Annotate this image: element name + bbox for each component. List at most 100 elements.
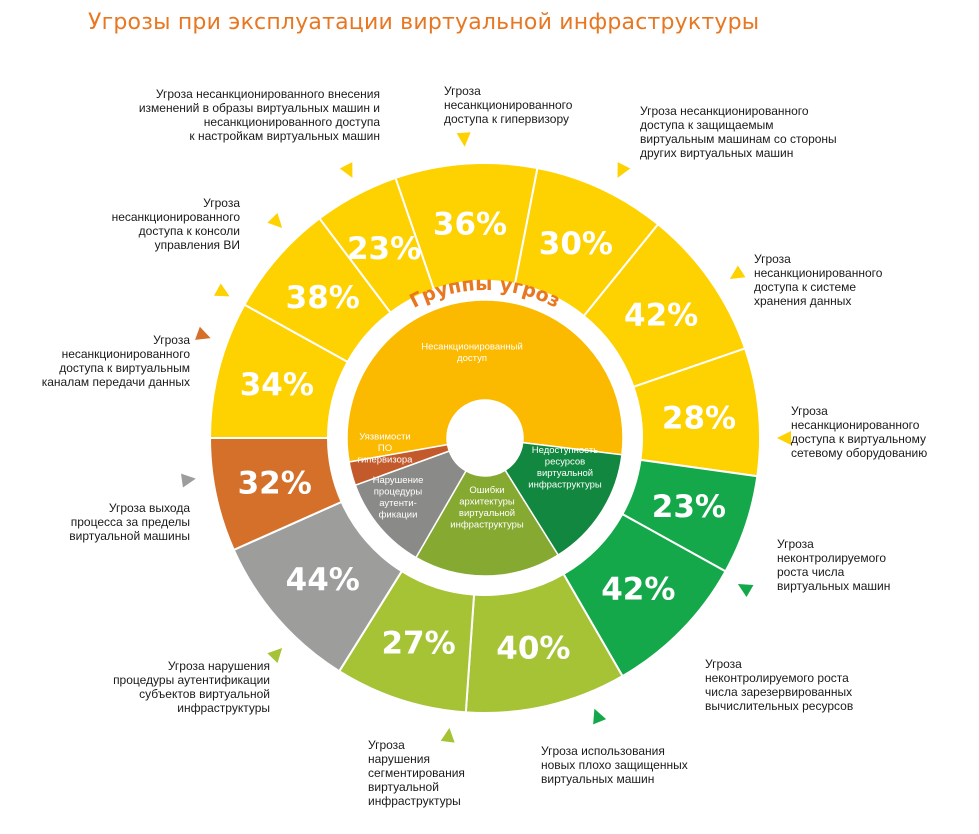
callout-line: инфраструктуры [177, 701, 270, 715]
page-title: Угрозы при эксплуатации виртуальной инфр… [88, 10, 760, 35]
pointer-arrow [729, 265, 746, 279]
callout-line: несанкционированного [754, 266, 883, 280]
callout-line: Угроза нарушения [167, 659, 270, 673]
callout-line: несанкционированного [111, 210, 240, 224]
callout-line: неконтролируемого [777, 551, 887, 565]
threat-callout: Угроза использования новых плохо защищенн… [541, 744, 688, 786]
callout-line: новых плохо защищенных [541, 758, 688, 772]
pointer-arrow [737, 584, 754, 598]
segment-percent-label: 34% [240, 367, 314, 403]
pointers [181, 132, 791, 743]
pointer-arrow [195, 326, 211, 340]
callout-line: Угроза [153, 333, 190, 347]
group-sector [346, 299, 624, 463]
threat-callout: Угроза несанкционированного доступа к защ… [640, 104, 837, 160]
callout-line: к настройкам виртуальных машин [189, 129, 380, 143]
callout-line: каналам передачи данных [41, 375, 190, 389]
callout-line: Угроза [203, 196, 240, 210]
segment-percent-label: 44% [286, 562, 360, 598]
callout-line: Угроза [754, 252, 791, 266]
threat-callout: Угроза нарушения процедуры аутентификации… [100, 659, 270, 715]
threat-callout: Угроза несанкционированного доступа к гипе… [444, 84, 572, 126]
callout-line: других виртуальных машин [640, 146, 794, 160]
pointer-arrow [593, 708, 607, 725]
inner-pie: Несанкционированный доступ Недоступность ре… [346, 299, 624, 577]
callout-line: роста числа [777, 565, 845, 579]
pointer-arrow [440, 727, 455, 743]
threat-callout: Угроза несанкционированного доступа к конс… [90, 196, 240, 252]
segment-percent-label: 23% [347, 231, 421, 267]
segment-percent-label: 32% [238, 466, 312, 502]
segment-percent-label: 27% [381, 625, 455, 661]
callout-line: Угроза [368, 738, 405, 752]
pointer-arrow [339, 162, 353, 178]
threat-callout: Угроза несанкционированного доступа к вирт… [791, 404, 927, 460]
group-label: Ошибки архитектуры виртуальной инфраструкту… [450, 485, 524, 531]
callout-line: Угроза [705, 657, 742, 671]
callout-line: доступа к виртуальному [791, 432, 926, 446]
callout-line: виртуальным машинам со стороны [640, 132, 837, 146]
pointer-arrow [267, 648, 283, 663]
callout-line: Угроза [444, 84, 481, 98]
callout-line: хранения данных [754, 294, 852, 308]
callout-line: Угроза [777, 537, 814, 551]
callout-line: Угроза выхода [108, 501, 190, 515]
callout-line: виртуальных машин [541, 772, 655, 786]
segment-percent-label: 42% [601, 572, 675, 608]
callout-line: доступа к защищаемым [640, 118, 774, 132]
segment-percent-label: 42% [624, 298, 698, 334]
callout-line: Угроза несанкционированного [640, 104, 809, 118]
callout-line: вычислительных ресурсов [705, 699, 854, 713]
group-label: Несанкционированный доступ [421, 341, 523, 364]
callout-line: нарушения [368, 752, 430, 766]
group-sector [348, 443, 451, 487]
callout-line: сегментирования [368, 766, 465, 780]
group-label: Недоступность ресурсов виртуальной инфрастр… [528, 445, 602, 491]
pointer-arrow [617, 162, 631, 178]
callout-line: числа зарезервированных [705, 685, 853, 699]
pointer-arrow [181, 473, 196, 488]
group-sector [504, 441, 623, 557]
threat-callout: Угроза несанкционированного доступа к сист… [754, 252, 882, 308]
threat-callout: Угроза неконтролируемого роста числа зарез… [705, 657, 853, 713]
pointer-arrow [777, 431, 791, 445]
callout-line: виртуальной [368, 780, 439, 794]
callout-line: Угроза использования [541, 744, 665, 758]
callout-line: субъектов виртуальной [139, 687, 270, 701]
callout-line: доступа к консоли [138, 224, 240, 238]
segment-percent-label: 36% [433, 207, 507, 243]
callout-line: виртуальных машин [777, 579, 891, 593]
group-label: Уязвимости ПО гипервизора [358, 432, 414, 466]
group-label: Нарушение процедуры аутенти-фикации [373, 475, 424, 521]
callout-line: инфраструктуры [368, 794, 461, 808]
callout-line: доступа к гипервизору [444, 112, 569, 126]
threat-callout: Угроза нарушения сегментирования виртуально… [368, 738, 465, 808]
callout-line: несанкционированного доступа [203, 115, 380, 129]
threat-callout: Угроза неконтролируемого роста числа виртуа… [777, 537, 890, 593]
segment-percent-label: 38% [286, 280, 360, 316]
callout-line: несанкционированного [444, 98, 573, 112]
callout-line: неконтролируемого роста [705, 671, 849, 685]
threat-callout: Угроза выхода процесса за пределы виртуаль… [60, 501, 190, 543]
callout-line: Угроза [791, 404, 828, 418]
ring-segment [318, 176, 436, 315]
segment-percent-label: 28% [662, 400, 736, 436]
callout-line: несанкционированного [61, 347, 190, 361]
callout-line: доступа к системе [754, 280, 857, 294]
pointer-arrow [213, 283, 230, 297]
callout-line: несанкционированного [791, 418, 920, 432]
callout-line: управления ВИ [154, 238, 240, 252]
pointer-arrow [456, 132, 471, 147]
callout-line: процесса за пределы [70, 515, 190, 529]
pointer-arrow [267, 213, 283, 228]
segment-percent-label: 30% [539, 226, 613, 262]
threat-callout: Угроза несанкционированного внесения изме… [130, 87, 380, 143]
callout-line: процедуры аутентификации [113, 673, 270, 687]
callout-line: изменений в образы виртуальных машин и [138, 101, 380, 115]
callout-line: сетевому оборудованию [791, 446, 928, 460]
callout-line: виртуальной машины [69, 529, 190, 543]
threat-callout: Угроза несанкционированного доступа к вирт… [30, 333, 190, 389]
callout-line: доступа к виртуальным [59, 361, 190, 375]
segment-percent-label: 40% [496, 630, 570, 666]
